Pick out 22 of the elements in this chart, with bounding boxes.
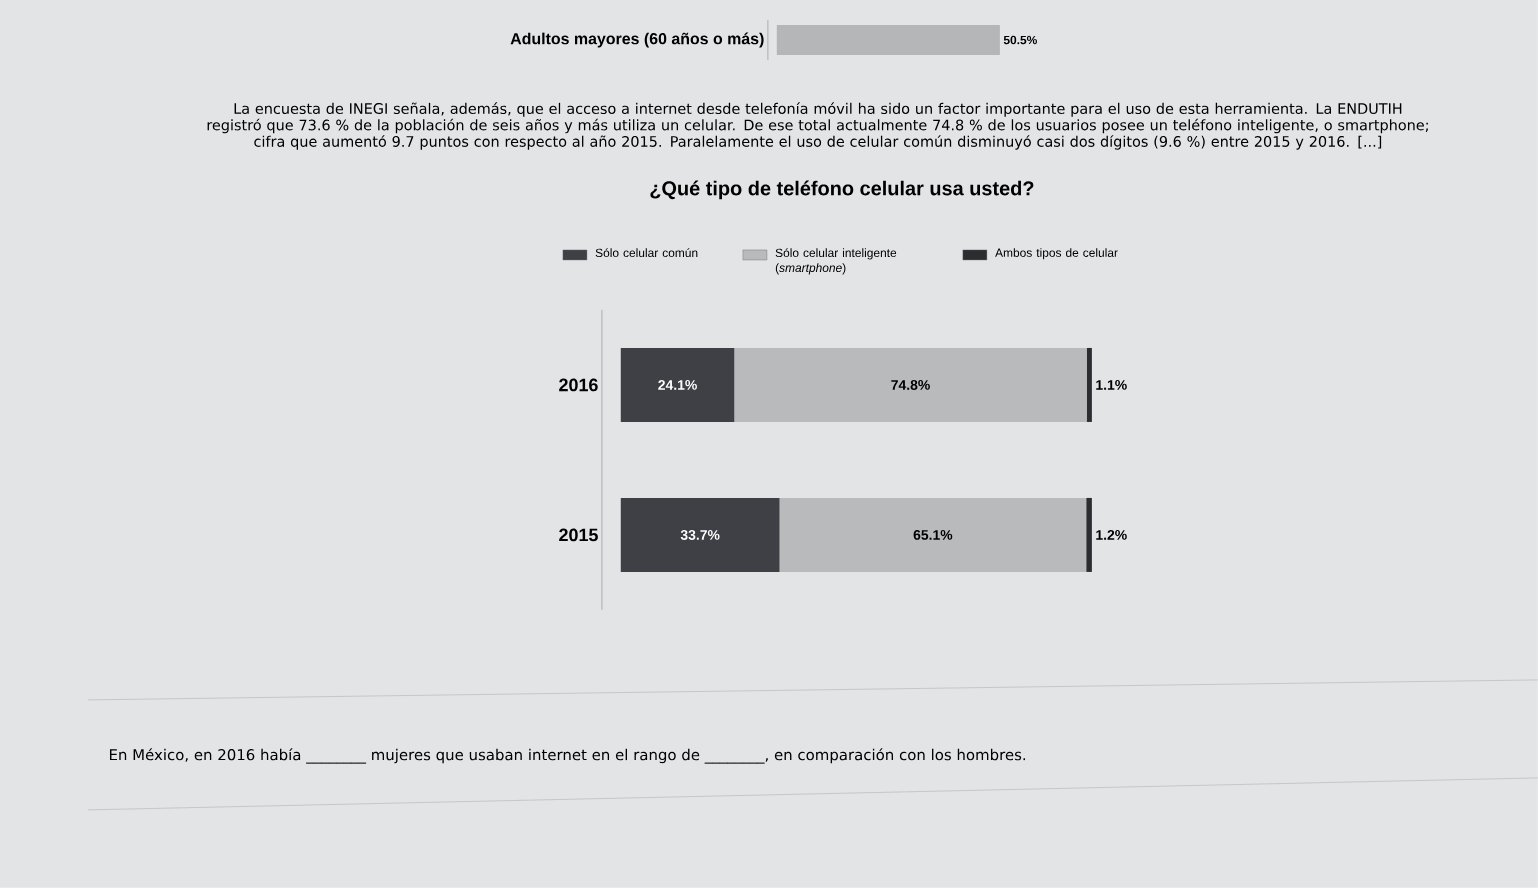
data-label: 74.8%	[891, 380, 930, 390]
legend-label: Ambos tipos de celular	[995, 248, 1118, 260]
data-label: 50.5%	[1003, 35, 1037, 45]
bar	[734, 348, 1087, 423]
data-label: 24.1%	[658, 380, 697, 390]
bar	[1086, 348, 1092, 423]
bar	[779, 498, 1087, 572]
text: En México, en 2016 había ________ mujeres que usaban internet en el rango de ________, en comparación con los hombres.	[109, 748, 1026, 764]
text: La encuesta de INEGI señala, además, que el acceso a internet desde telefonía móvil ha sido un factor importante para el uso de esta herramienta. La ENDUTIH registró que 73.6 % de la población de seis años y más utiliza un celular. De ese total actualmente 74.8 % de los usuarios posee un teléfono inteligente, o smartphone; cifra que aumentó 9.7 puntos con respecto al año 2015. Paralelamente el uso de celular común disminuyó casi dos dígitos (9.6 %) entre 2015 y 2016. [...]	[207, 102, 1428, 150]
bar	[620, 498, 780, 572]
bar	[1086, 498, 1092, 572]
y-tick-label: 2015	[559, 528, 598, 542]
legend-label: Sólo celular común	[595, 248, 698, 258]
bar	[620, 348, 735, 423]
data-label: 1.2%	[1096, 530, 1127, 540]
y-tick-label: 2016	[559, 378, 598, 392]
legend-label: Sólo celular inteligente (smartphone)	[775, 248, 897, 275]
y-tick-label: Adultos mayores (60 años o más)	[510, 32, 764, 48]
data-label: 1.1%	[1096, 380, 1127, 390]
data-label: 33.7%	[680, 530, 720, 540]
data-label: 65.1%	[913, 530, 953, 540]
chart-title: ¿Qué tipo de teléfono celular usa usted?	[650, 180, 1034, 200]
